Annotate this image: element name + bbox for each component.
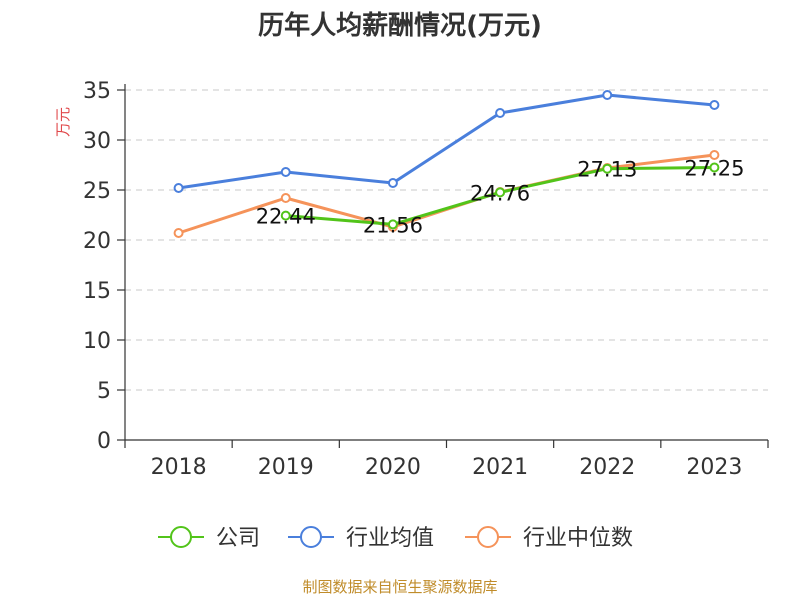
y-tick-label: 20 — [83, 229, 111, 254]
y-axis-label: 万元 — [54, 107, 72, 137]
x-tick-label: 2023 — [686, 455, 742, 480]
legend-marker — [170, 526, 192, 548]
data-point[interactable] — [709, 100, 720, 110]
y-tick-label: 35 — [83, 79, 111, 104]
data-label: 21.56 — [363, 213, 423, 237]
series-layer — [173, 90, 720, 238]
data-label: 27.25 — [684, 157, 744, 181]
data-point[interactable] — [709, 162, 720, 173]
data-point[interactable] — [173, 183, 184, 193]
data-point[interactable] — [709, 150, 720, 160]
chart-title: 历年人均薪酬情况(万元) — [258, 10, 542, 41]
data-label: 22.44 — [256, 205, 316, 229]
data-point[interactable] — [602, 163, 613, 174]
data-label: 24.76 — [470, 181, 530, 205]
y-tick-label: 10 — [83, 329, 111, 354]
legend-marker — [477, 526, 499, 548]
legend-item[interactable]: 行业均值 — [288, 526, 434, 551]
source-note: 制图数据来自恒生聚源数据库 — [302, 578, 497, 596]
gridlines — [125, 89, 768, 391]
legend-item[interactable]: 公司 — [158, 526, 260, 551]
series-line-1 — [178, 93, 715, 190]
legend-item[interactable]: 行业中位数 — [465, 526, 633, 551]
data-point[interactable] — [280, 193, 291, 203]
data-point[interactable] — [387, 219, 398, 230]
legend-label: 行业中位数 — [523, 526, 633, 551]
data-label: 27.13 — [577, 158, 637, 182]
data-point[interactable] — [173, 228, 184, 238]
data-point[interactable] — [280, 210, 291, 221]
y-tick-label: 5 — [97, 379, 111, 404]
x-tick-label: 2021 — [472, 455, 528, 480]
data-point[interactable] — [602, 90, 613, 100]
data-point[interactable] — [495, 108, 506, 118]
x-tick-label: 2019 — [258, 455, 314, 480]
legend-label: 行业均值 — [346, 526, 434, 551]
axes: 0 5 10 15 20 25 30 35 2018 2019 2020 2021 2022 2023 — [83, 79, 769, 480]
data-point[interactable] — [280, 167, 291, 177]
data-labels: 22.44 21.56 24.76 27.13 27.25 — [256, 157, 745, 238]
y-tick-label: 0 — [97, 429, 111, 454]
x-tick-label: 2020 — [365, 455, 421, 480]
x-tick-label: 2018 — [151, 455, 207, 480]
data-point[interactable] — [387, 178, 398, 188]
legend-label: 公司 — [216, 526, 260, 551]
data-point[interactable] — [495, 187, 506, 198]
legend[interactable]: 公司 行业均值 行业中位数 — [158, 526, 633, 551]
x-tick-label: 2022 — [579, 455, 635, 480]
y-tick-label: 30 — [83, 129, 111, 154]
y-tick-label: 25 — [83, 179, 111, 204]
y-tick-label: 15 — [83, 279, 111, 304]
legend-marker — [300, 526, 322, 548]
